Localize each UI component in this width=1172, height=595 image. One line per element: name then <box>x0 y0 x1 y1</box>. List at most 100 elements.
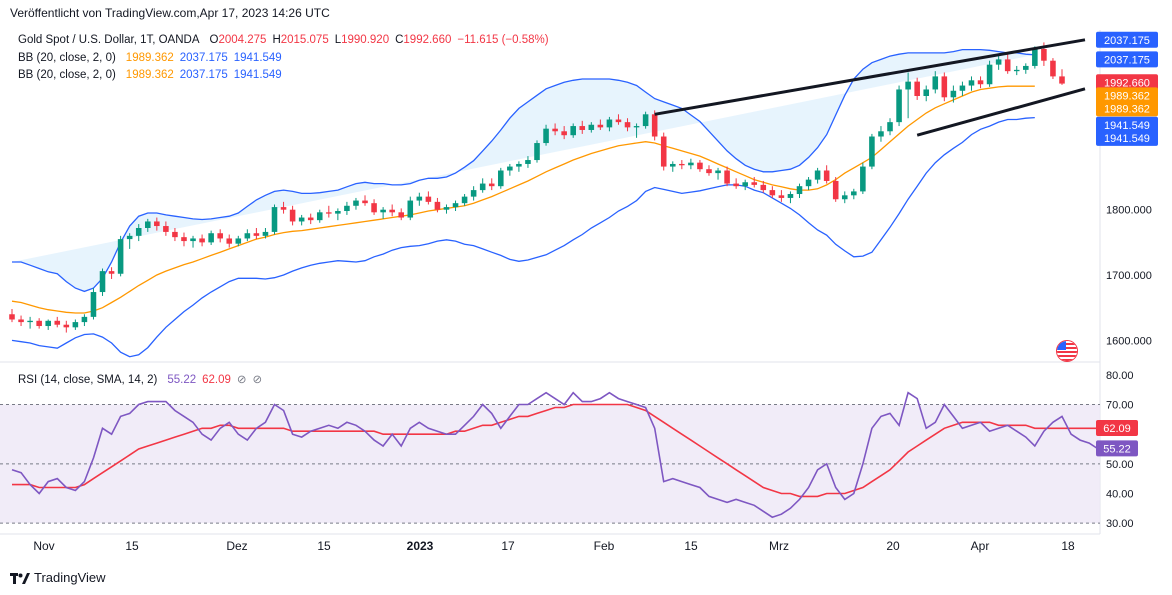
candle-body <box>642 114 649 127</box>
candle-body <box>425 196 432 202</box>
candle <box>271 204 278 235</box>
candle <box>769 186 776 198</box>
candle <box>1013 65 1020 76</box>
rsi-badge-label: 62.09 <box>1103 423 1131 435</box>
candle-body <box>561 131 567 136</box>
candle-body <box>769 190 776 196</box>
candle-body <box>443 207 450 210</box>
price-badge-bg <box>1096 87 1158 104</box>
candle-body <box>787 194 794 198</box>
candle-body <box>923 89 930 96</box>
candle-body <box>398 212 405 218</box>
candle <box>217 229 223 243</box>
candle-body <box>154 221 160 227</box>
candle-body <box>1041 48 1047 61</box>
price-tick-label: 1700.000 <box>1106 270 1152 282</box>
candle <box>190 235 196 248</box>
candle-body <box>226 238 233 244</box>
candle <box>443 204 450 214</box>
time-tick-label: Apr <box>971 539 990 553</box>
time-tick-label: 15 <box>125 539 139 553</box>
price-badge-bg <box>1096 31 1158 48</box>
candle <box>651 110 658 141</box>
bb-basis-value: 1989.362 <box>125 52 174 64</box>
price-badge-label: 1989.362 <box>1104 90 1150 102</box>
candle-body <box>860 166 866 192</box>
tradingview-icon <box>10 572 30 584</box>
time-tick-label: 17 <box>501 539 515 553</box>
candle <box>353 197 359 210</box>
candle <box>534 140 540 163</box>
candle <box>244 229 251 242</box>
price-badge: 1941.549 <box>1096 116 1158 133</box>
rsi-tick-label: 70.00 <box>1106 400 1134 412</box>
price-badge-bg <box>1096 51 1158 68</box>
hide-icon[interactable]: ⊘ <box>236 374 247 386</box>
tradingview-logo[interactable]: TradingView <box>10 570 106 585</box>
candle <box>81 314 88 327</box>
candle <box>778 190 785 202</box>
candle <box>869 133 875 170</box>
candle-body <box>335 211 341 214</box>
candle-body <box>45 320 51 327</box>
candle <box>461 194 468 206</box>
candle-body <box>217 233 223 239</box>
candle <box>615 114 622 125</box>
candle <box>407 196 414 221</box>
candle <box>814 167 821 184</box>
candle <box>72 319 79 330</box>
candle <box>344 201 350 215</box>
symbol-legend[interactable]: Gold Spot / U.S. Dollar, 1T, OANDA O2004.… <box>18 34 555 46</box>
high-label: H <box>272 34 281 46</box>
candle-body <box>9 314 15 320</box>
time-tick-label: 18 <box>1061 539 1075 553</box>
candle-body <box>905 81 911 90</box>
rsi-badge: 55.22 <box>1096 440 1138 457</box>
price-pane <box>9 38 1086 358</box>
candle-body <box>280 207 287 210</box>
candle <box>398 208 405 221</box>
candle <box>45 319 51 330</box>
bb-legend-2[interactable]: BB (20, close, 2, 0) 1989.362 2037.175 1941… <box>18 69 288 81</box>
candle <box>507 163 513 176</box>
candle <box>832 177 839 202</box>
candle-body <box>887 122 893 132</box>
candle <box>434 197 441 213</box>
hide-icon[interactable]: ⊘ <box>252 374 263 386</box>
candle-body <box>190 238 196 242</box>
price-badge-label: 1992.660 <box>1104 77 1150 89</box>
rsi-legend[interactable]: RSI (14, close, SMA, 14, 2) 55.22 62.09 ⊘ ⊘ <box>18 372 268 386</box>
price-badge-label: 1941.549 <box>1104 120 1150 132</box>
time-tick-label: 15 <box>684 539 698 553</box>
candle-body <box>751 182 758 185</box>
candle-body <box>271 207 278 232</box>
candle-body <box>452 203 459 208</box>
candle-body <box>733 183 739 187</box>
candle-body <box>298 217 305 222</box>
bb-legend-1[interactable]: BB (20, close, 2, 0) 1989.362 2037.175 1941… <box>18 52 288 64</box>
candle-body <box>697 162 703 170</box>
candle-body <box>316 212 323 221</box>
candle-body <box>344 205 350 212</box>
bb-basis-value: 1989.362 <box>125 69 174 81</box>
symbol-name: Gold Spot / U.S. Dollar, 1T, OANDA <box>18 34 200 46</box>
time-tick-label: 20 <box>886 539 900 553</box>
candle <box>316 209 323 223</box>
candle <box>307 213 314 225</box>
candle <box>787 191 794 204</box>
candle <box>99 268 106 296</box>
candle <box>941 72 948 102</box>
candle <box>633 123 640 138</box>
candle-body <box>651 114 658 137</box>
rsi-badge-bg <box>1096 440 1138 457</box>
candle-body <box>27 320 33 323</box>
candle-body <box>977 80 984 85</box>
candle <box>950 85 957 103</box>
candle-body <box>932 76 939 90</box>
bollinger-upper-line <box>12 48 1035 293</box>
time-tick-label: 2023 <box>407 539 434 553</box>
candle-body <box>715 170 721 174</box>
candle-body <box>796 186 803 195</box>
candle-body <box>36 320 42 327</box>
